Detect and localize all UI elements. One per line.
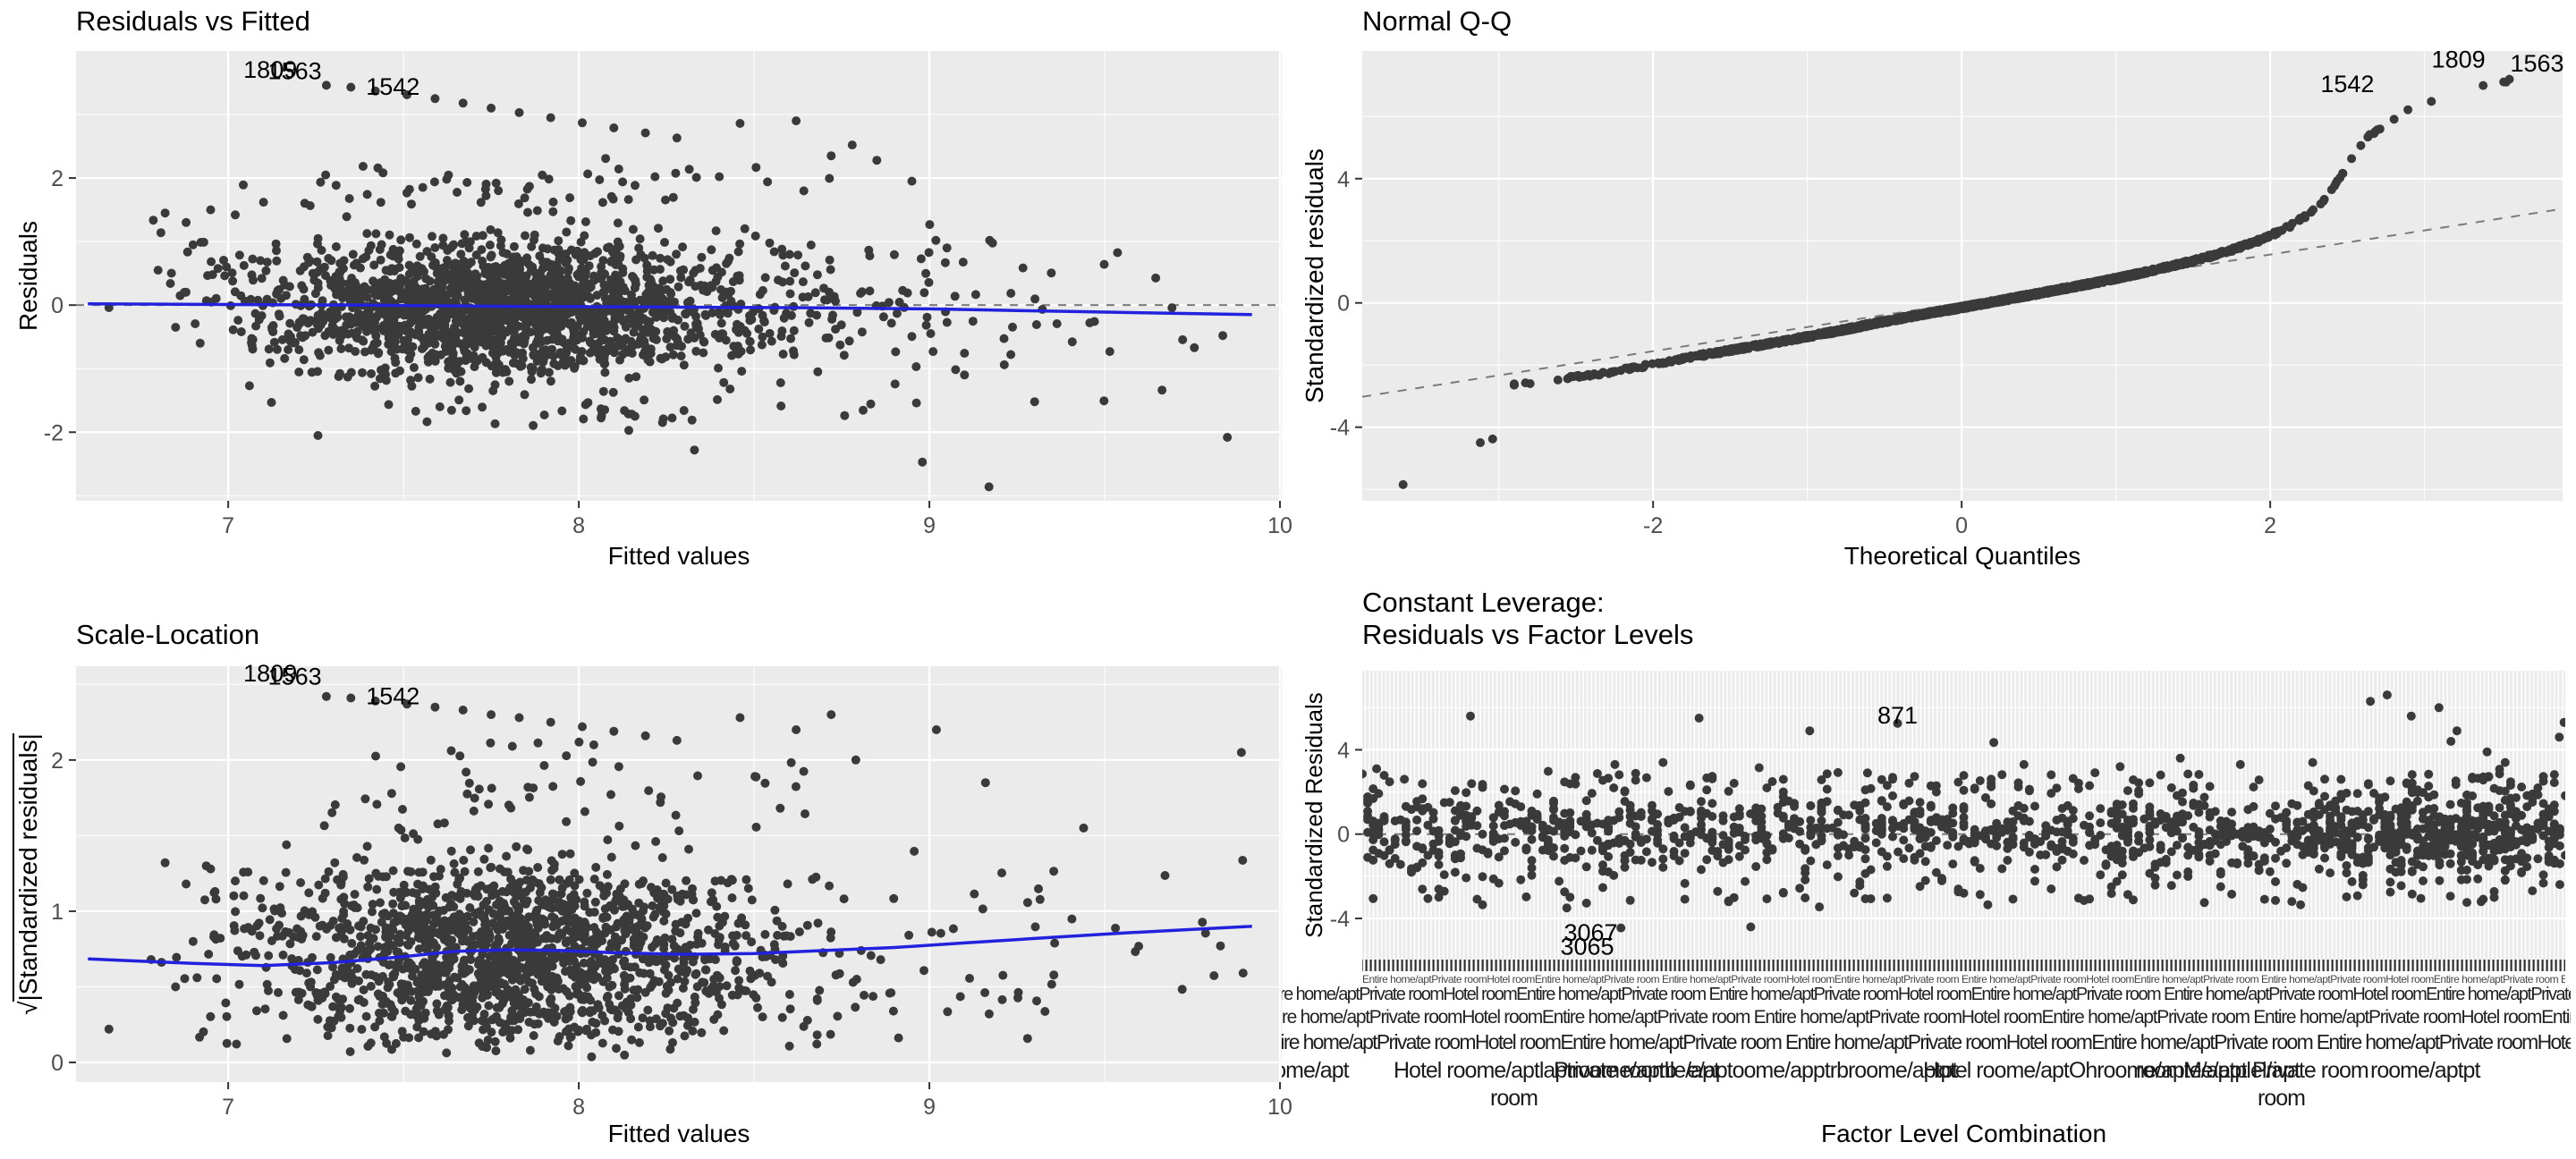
- point-label-1563: 1563: [268, 663, 322, 689]
- panel-2-points: [104, 691, 1248, 1062]
- x-axis-title-fitted-values-bottom: Fitted values: [607, 1120, 750, 1147]
- x-tick-label: 10: [1267, 1095, 1292, 1120]
- y-tick-label: 0: [51, 1051, 64, 1076]
- panel-3-points: [1362, 690, 2565, 933]
- point-label-1542: 1542: [2320, 71, 2374, 97]
- x-tick-label: 0: [1955, 513, 1968, 538]
- factor-label-fragment-2: Private roomle/apt: [1554, 1058, 1720, 1083]
- point-label-1809: 1809: [243, 660, 297, 687]
- factor-label-fragment-4: Hotel roome/aptOhroome/apte/aptp: [1923, 1058, 2247, 1083]
- y-tick-label: 1: [51, 900, 64, 925]
- point-label-1563: 1563: [2510, 50, 2563, 77]
- y-tick-label: 2: [51, 749, 64, 774]
- x-axis-title-theoretical-quantiles: Theoretical Quantiles: [1843, 542, 2081, 570]
- panel-title-constant-leverage-line1: Constant Leverage:: [1362, 587, 1605, 618]
- x-tick-label: 7: [222, 513, 234, 538]
- y-tick-label: -2: [44, 420, 64, 445]
- y-tick-label: 2: [51, 166, 64, 191]
- y-tick-label: -4: [1330, 416, 1350, 441]
- point-label-1809: 1809: [243, 56, 297, 83]
- factor-label-smear-row-3: Entire home/aptPrivate roomHotel roomEnt…: [1254, 1030, 2571, 1053]
- x-tick-label: 8: [572, 1095, 585, 1120]
- factor-label-fragment-3: e/aptoome/apptrbroome/aptpt: [1687, 1058, 1958, 1083]
- factor-label-smear-row-0: Entire home/aptPrivate roomHotel roomEnt…: [1362, 974, 2565, 986]
- panel-2-data-layer: [88, 691, 1252, 1062]
- factor-label-second-line-0: room: [1490, 1086, 1538, 1111]
- x-tick-label: -2: [1643, 513, 1663, 538]
- y-tick-label: 4: [1337, 167, 1350, 192]
- panel-title-constant-leverage: Constant Leverage: Residuals vs Factor L…: [1362, 587, 1693, 651]
- factor-label-second-line-1: room: [2258, 1086, 2306, 1111]
- point-label-871: 871: [1877, 702, 1918, 729]
- panel-title-normal-qq: Normal Q-Q: [1362, 5, 1513, 37]
- panel-0-smoother-line: [88, 302, 1252, 317]
- x-tick-label: 9: [923, 513, 936, 538]
- panel-title-scale-location: Scale-Location: [76, 619, 260, 650]
- y-tick-label: 0: [1337, 823, 1350, 848]
- panel-1-data-layer: [1362, 74, 2563, 489]
- x-tick-label: 7: [222, 1095, 234, 1120]
- point-label-1563: 1563: [268, 57, 322, 84]
- panel-1-points: [1398, 74, 2514, 489]
- panel-0-data-layer: [76, 80, 1282, 492]
- panel-title-constant-leverage-line2: Residuals vs Factor Levels: [1362, 619, 1694, 650]
- y-tick-label: -4: [1330, 907, 1350, 932]
- x-axis-title-fitted-values-top: Fitted values: [607, 542, 750, 570]
- y-tick-label: 0: [1337, 292, 1350, 317]
- y-tick-label: 4: [1337, 738, 1350, 763]
- panel-2-smoother-line: [88, 925, 1252, 968]
- factor-tick-row: [1362, 960, 2565, 971]
- point-label-1542: 1542: [366, 682, 419, 709]
- panel-1: 1542 1809 1563 -2 0 2 -4 0 4: [1330, 46, 2564, 538]
- factor-label-fragment-7: roome/aptpt: [2370, 1058, 2480, 1083]
- factor-label-smear-row-2: Entire home/aptPrivate roomHotel roomEnt…: [1254, 1007, 2571, 1028]
- factor-label-smear-row-1: Entire home/aptPrivate roomHotel roomEnt…: [1254, 985, 2571, 1004]
- point-label-3065: 3065: [1560, 934, 1614, 960]
- y-tick-label: 0: [51, 293, 64, 318]
- point-label-1809: 1809: [2432, 46, 2486, 72]
- panel-3-data-layer: [1362, 690, 2565, 933]
- factor-label-fragment-5: roomMe/aptlel/apt: [2136, 1058, 2301, 1083]
- point-label-3067: 3067: [1563, 919, 1617, 946]
- x-tick-label: 2: [2264, 513, 2276, 538]
- factor-label-fragment-1: Hotel roome/aptlaptroome/aptb: [1394, 1058, 1677, 1083]
- factor-label-fragment-6: Private room: [2252, 1058, 2369, 1083]
- x-tick-label: 9: [923, 1095, 936, 1120]
- panel-title-residuals-vs-fitted: Residuals vs Fitted: [76, 5, 310, 37]
- point-label-1542: 1542: [366, 73, 419, 100]
- x-tick-label: 8: [572, 513, 585, 538]
- x-tick-label: 10: [1267, 513, 1292, 538]
- panel-0-points: [104, 80, 1233, 492]
- x-axis-title-factor-level-combination: Factor Level Combination: [1820, 1120, 2107, 1147]
